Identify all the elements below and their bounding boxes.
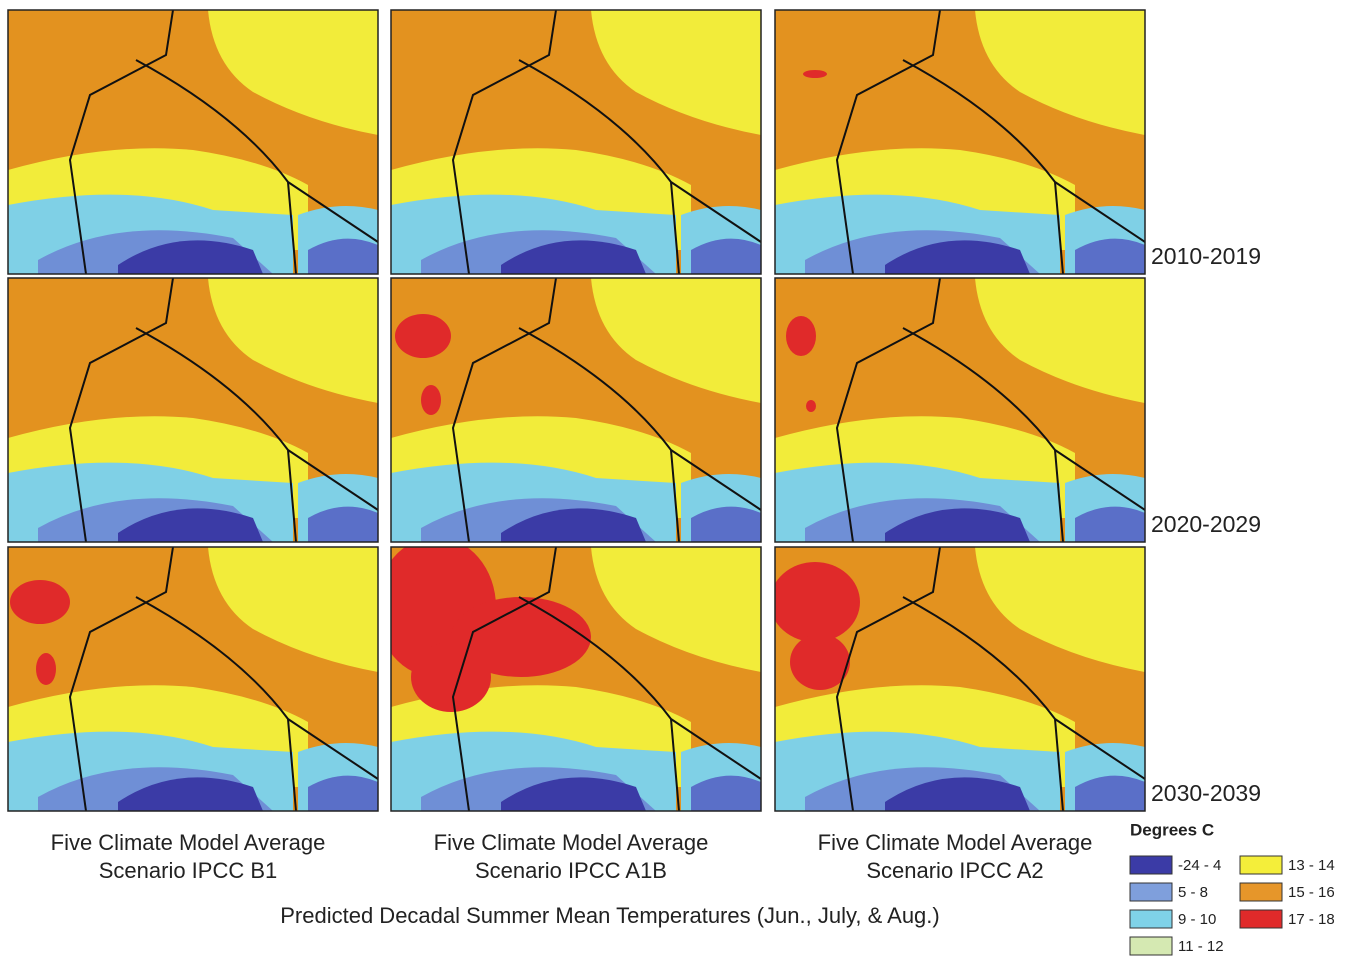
map-panel [770,547,1145,811]
zone [421,385,441,415]
map [8,10,378,274]
legend-label: 17 - 18 [1288,911,1335,928]
column-caption: Five Climate Model Average [434,830,709,855]
row-label: 2020-2029 [1151,511,1261,537]
figure: Predicted Decadal Summer Mean Temperatur… [0,0,1354,960]
column-caption: Scenario IPCC B1 [99,858,278,883]
legend-title: Degrees C [1130,820,1214,839]
legend-swatch [1130,883,1172,901]
map [8,547,378,811]
map-panel [391,10,761,274]
map [775,10,1145,274]
map-panel [8,547,378,811]
map-panel [8,10,378,274]
legend-label: -24 - 4 [1178,857,1221,874]
column-caption: Scenario IPCC A2 [866,858,1043,883]
row-label: 2010-2019 [1151,243,1261,269]
map [770,547,1145,811]
map [8,278,378,542]
row-label: 2030-2039 [1151,780,1261,806]
zone [395,314,451,358]
legend-swatch [1240,910,1282,928]
map-panel [775,278,1145,542]
legend-swatch [1130,856,1172,874]
legend-label: 11 - 12 [1178,938,1224,955]
column-caption: Five Climate Model Average [818,830,1093,855]
map-panel [376,537,761,811]
column-caption: Five Climate Model Average [51,830,326,855]
map-grid [8,10,1145,811]
legend-swatch [1130,937,1172,955]
zone [10,580,70,624]
map [775,278,1145,542]
zone [786,316,816,356]
map [391,10,761,274]
figure-title: Predicted Decadal Summer Mean Temperatur… [280,903,939,928]
map [391,278,761,542]
legend-label: 9 - 10 [1178,911,1216,928]
legend-label: 13 - 14 [1288,857,1335,874]
legend-label: 15 - 16 [1288,884,1335,901]
zone [806,400,816,412]
map-panel [391,278,761,542]
legend-label: 5 - 8 [1178,884,1208,901]
zone [770,562,860,642]
map-panel [8,278,378,542]
legend-swatch [1130,910,1172,928]
zone [803,70,827,78]
legend-swatch [1240,856,1282,874]
column-caption: Scenario IPCC A1B [475,858,667,883]
legend-swatch [1240,883,1282,901]
map-panel [775,10,1145,274]
zone [411,642,491,712]
map [376,537,761,811]
zone [36,653,56,685]
